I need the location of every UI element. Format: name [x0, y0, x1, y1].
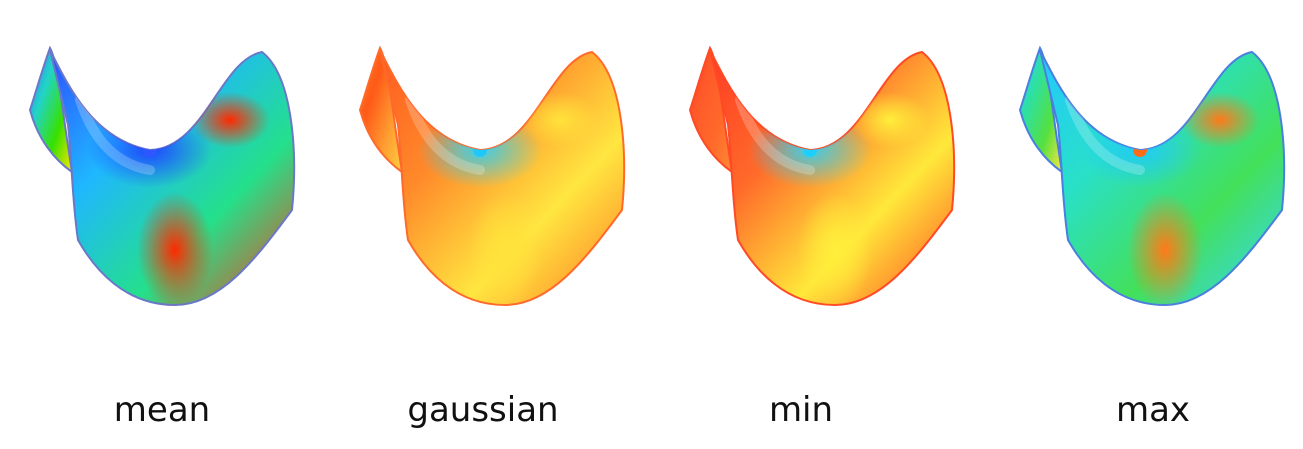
panel-mean: mean [0, 0, 320, 449]
highlight-band-upper [850, 92, 930, 148]
panel-min: min [660, 0, 980, 449]
highlight-band-upper [1180, 92, 1260, 148]
surface-max [1018, 45, 1286, 307]
highlight-band-lower [137, 192, 213, 305]
label-gaussian: gaussian [407, 390, 559, 430]
label-min: min [768, 390, 834, 430]
label-mean: mean [113, 390, 211, 430]
surface-shine [75, 95, 155, 175]
panel-max: max [990, 0, 1303, 449]
surface-shine [1065, 95, 1145, 175]
label-max: max [1115, 390, 1191, 430]
surface-mean [28, 45, 296, 307]
saddle-point [473, 143, 487, 157]
surface-shine [735, 95, 815, 175]
surface-min [688, 45, 956, 307]
highlight-band-lower [797, 192, 873, 305]
saddle-point [1133, 143, 1147, 157]
highlight-band-lower [1127, 192, 1203, 305]
panel-gaussian: gaussian [330, 0, 650, 449]
saddle-point [143, 143, 157, 157]
saddle-point [803, 143, 817, 157]
highlight-band-lower [467, 192, 543, 305]
highlight-band-upper [190, 92, 270, 148]
surface-gaussian [358, 45, 626, 307]
highlight-band-upper [520, 92, 600, 148]
surface-shine [405, 95, 485, 175]
